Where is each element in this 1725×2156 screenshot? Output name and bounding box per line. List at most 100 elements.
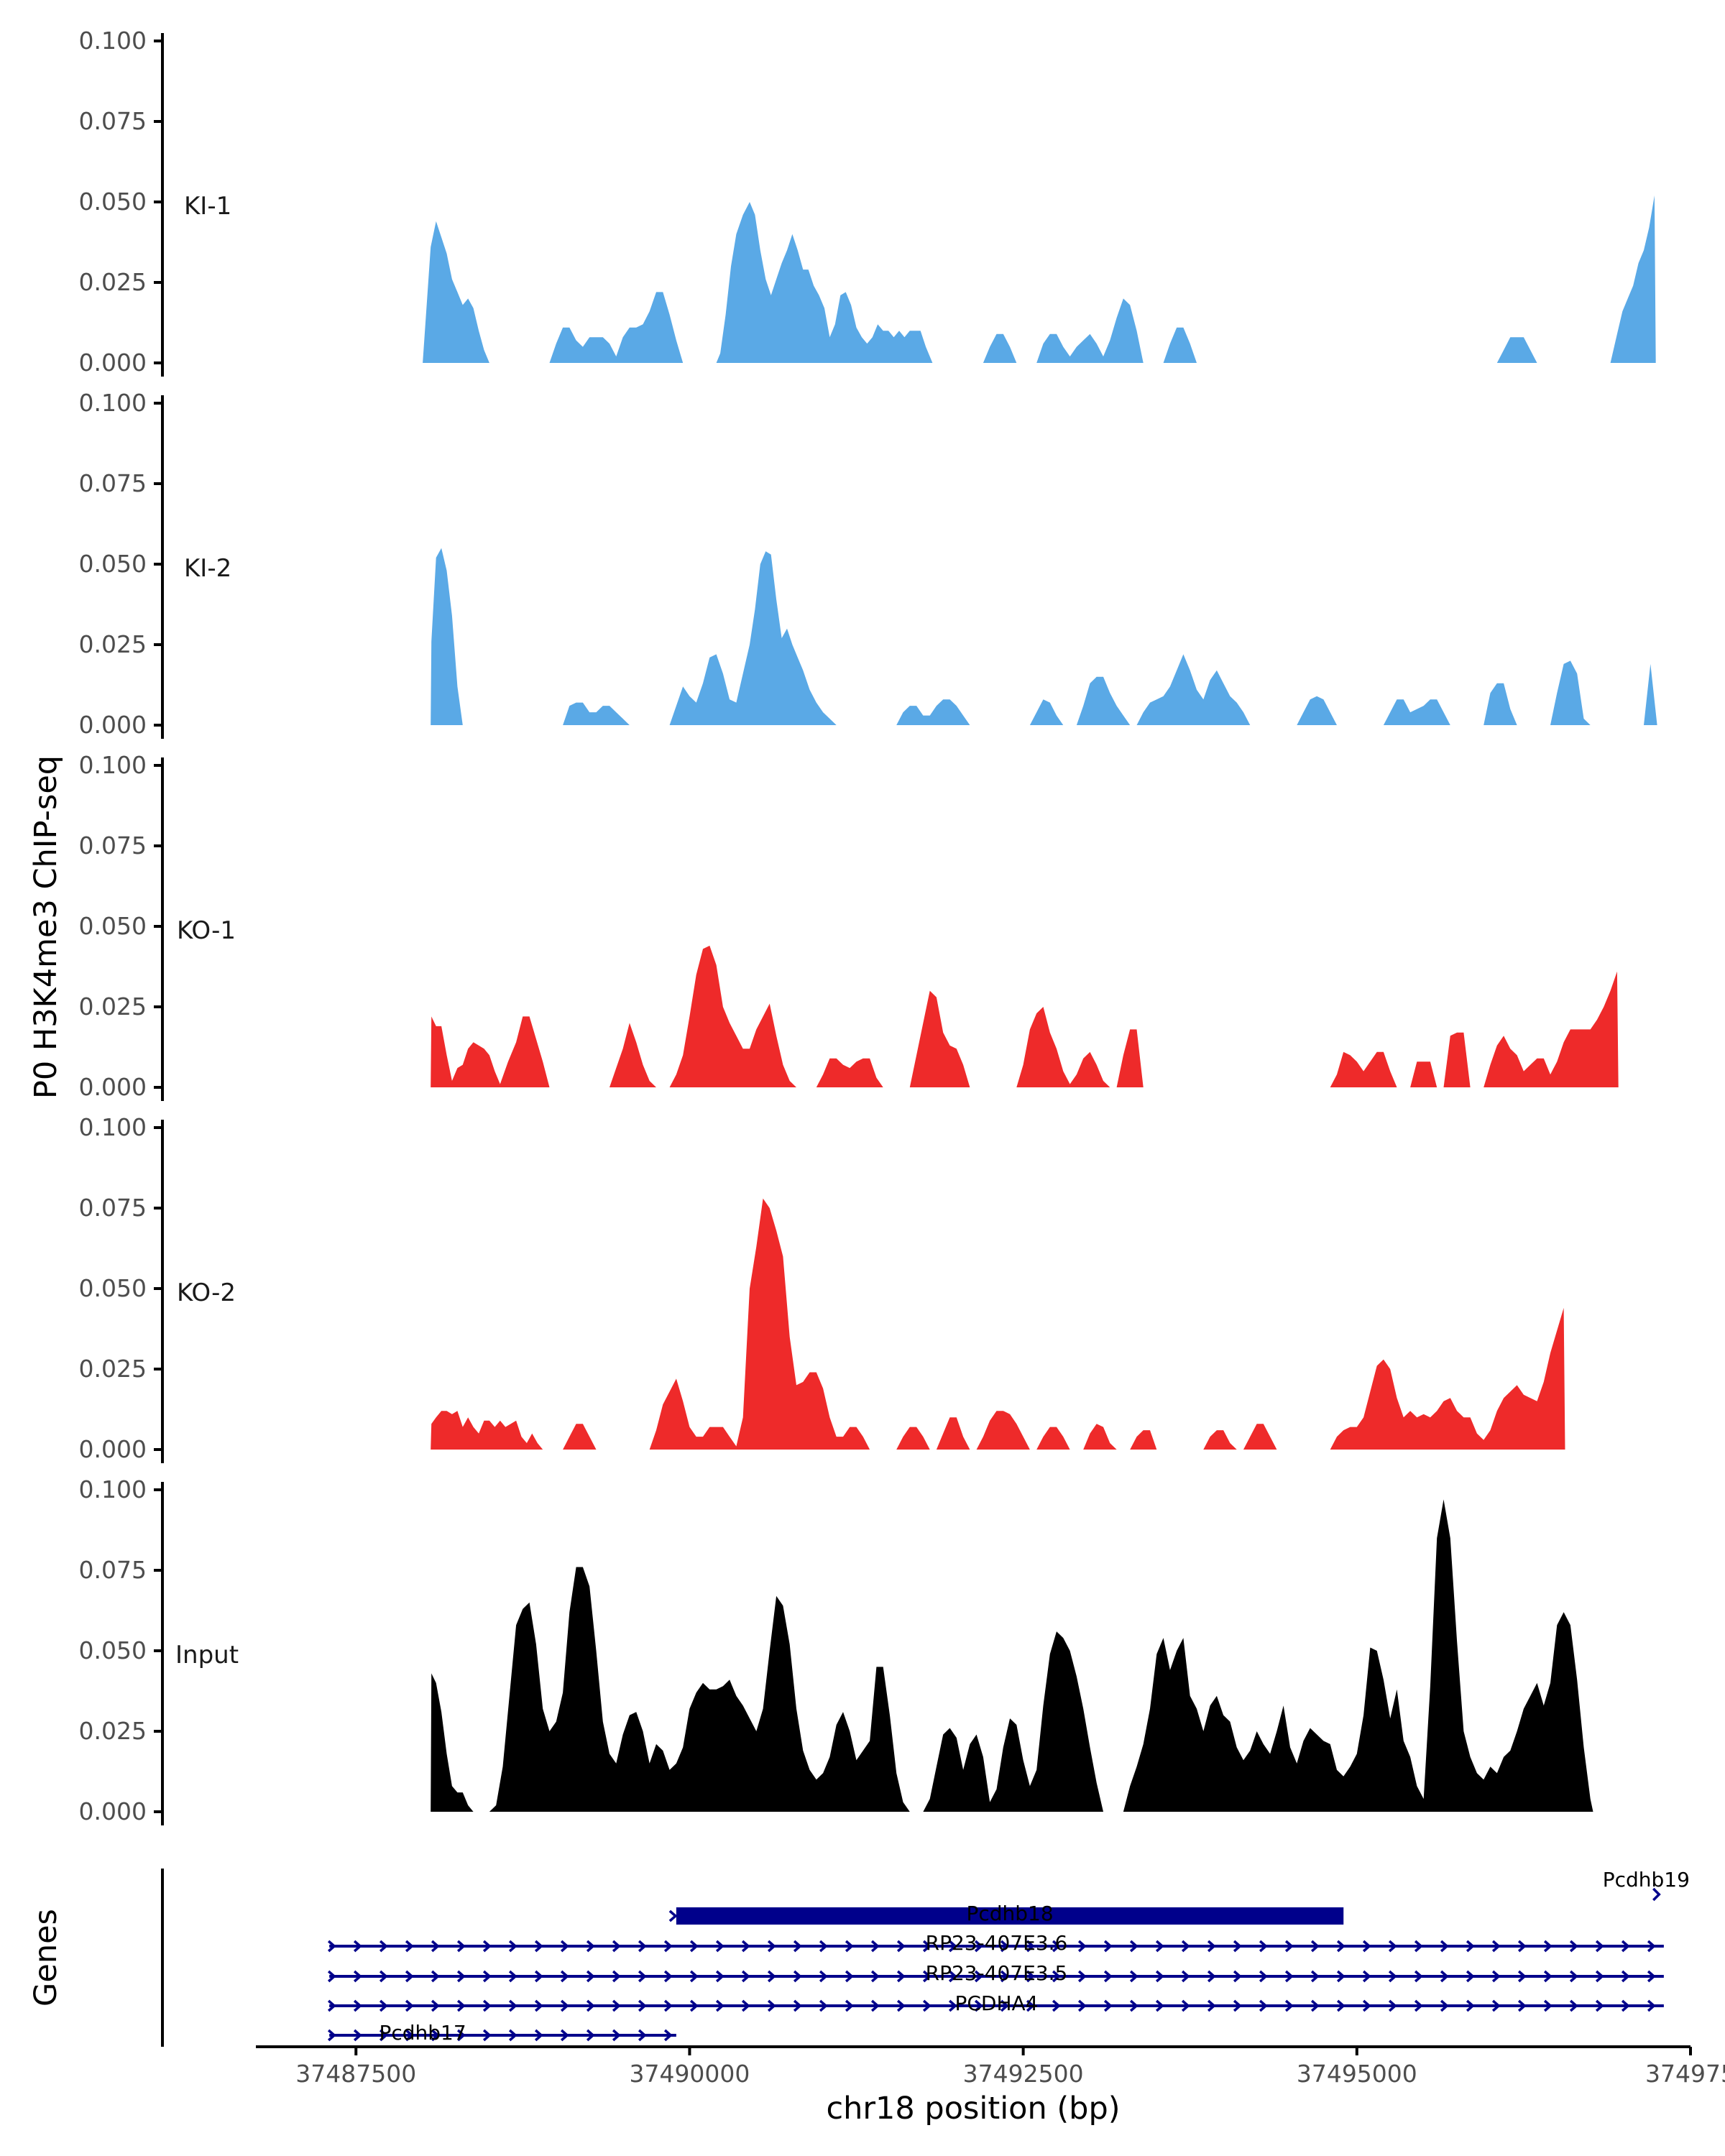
track-panel-ko-1: KO-1 0.000 0.025 0.050 0.075 0.100 [79,751,1619,1101]
strand-arrow [638,1940,647,1953]
strand-arrow [1388,1999,1397,2012]
strand-arrow [405,1970,414,1983]
signal-peak [1550,660,1591,725]
strand-arrow [431,1970,440,1983]
y-tick-label: 0.100 [79,1475,147,1503]
strand-arrow [1466,1970,1475,1983]
signal-peak [549,292,684,363]
strand-arrow [741,1940,750,1953]
strand-arrow [741,1970,750,1983]
y-tick-label: 0.075 [79,1556,147,1584]
strand-arrow [1621,1999,1630,2012]
strand-arrow [1543,1999,1552,2012]
gene-row: Pcdhb18 [668,1902,1344,1925]
strand-arrow [1052,1999,1061,2012]
strand-arrow [663,2029,673,2042]
strand-arrow [1362,1999,1371,2012]
x-tick-label: 37487500 [295,2060,416,2088]
y-tick-label: 0.000 [79,1435,147,1463]
strand-arrow [767,1999,776,2012]
gene-label: Pcdhb18 [966,1902,1053,1925]
signal-peak [431,1411,543,1450]
y-tick-label: 0.075 [79,831,147,860]
y-tick-label: 0.075 [79,1194,147,1222]
signal-peak [1330,1051,1397,1087]
strand-arrow [508,1999,518,2012]
gene-label: Pcdhb17 [379,2021,466,2045]
strand-arrow [1052,1940,1061,1953]
strand-arrow [327,1940,336,1953]
x-tick-label: 37495000 [1297,2060,1417,2088]
y-tick-label: 0.050 [79,912,147,940]
track-label: KI-2 [184,554,231,583]
signal-peak [1610,195,1656,363]
strand-arrow [1181,1999,1190,2012]
gene-row: RP23-407E3.6 [327,1931,1664,1955]
y-tick-label: 0.050 [79,550,147,578]
strand-arrow [456,1970,466,1983]
signal-peak [1029,699,1064,725]
strand-arrow [405,1940,414,1953]
signal-peak [1330,1307,1565,1450]
y-tick-label: 0.025 [79,1355,147,1383]
strand-arrow [1155,1999,1164,2012]
strand-arrow [1362,1940,1371,1953]
strand-arrow [379,1970,388,1983]
strand-arrow [767,1970,776,1983]
strand-arrow [793,1940,802,1953]
signal-peak [1484,971,1619,1087]
strand-arrow [1077,1970,1087,1983]
strand-arrow [327,1999,336,2012]
strand-arrow [741,1999,750,2012]
genes-title: Genes [28,1909,64,2007]
signal-peak [1243,1424,1277,1450]
strand-arrow [948,1970,957,1983]
gene-row: Pcdhb17 [327,2021,676,2045]
strand-arrow [974,1999,983,2012]
signal-areas [431,548,1657,725]
strand-arrow [1052,1970,1061,1983]
strand-arrow [715,1970,724,1983]
strand-arrow [793,1999,802,2012]
strand-arrow [560,1970,569,1983]
strand-arrow [612,1970,621,1983]
strand-arrow [1491,1940,1501,1953]
strand-arrow [1284,1999,1294,2012]
strand-arrow [560,2029,569,2042]
signal-peak [431,548,463,725]
strand-arrow [1440,1940,1449,1953]
strand-arrow [482,1940,492,1953]
strand-arrow [1129,1940,1138,1953]
strand-arrow [1595,1970,1604,1983]
strand-arrow [715,1940,724,1953]
signal-areas [431,1499,1593,1812]
signal-peak [669,945,796,1087]
strand-arrow [1259,1940,1268,1953]
strand-arrow [353,2029,362,2042]
y-tick-label: 0.050 [79,1274,147,1302]
strand-arrow [431,1999,440,2012]
strand-arrow [1129,1999,1138,2012]
strand-arrow [1284,1940,1294,1953]
strand-arrow [1466,1999,1475,2012]
strand-arrow [948,1999,957,2012]
y-tick-label: 0.000 [79,711,147,739]
strand-arrow [534,1999,543,2012]
x-ticks: 37487500 37490000 37492500 37495000 374975 [295,2047,1725,2088]
track-panel-ki-1: KI-1 0.000 0.025 0.050 0.075 0.100 [79,27,1656,377]
y-tick-label: 0.000 [79,1073,147,1101]
x-axis-title: chr18 position (bp) [826,2091,1120,2127]
strand-arrow [845,1940,854,1953]
y-tick-label: 0.100 [79,389,147,417]
strand-arrow [870,1940,880,1953]
strand-arrow [1543,1970,1552,1983]
gene-exon [676,1907,1344,1925]
strand-arrow [379,2029,388,2042]
strand-arrow [612,2029,621,2042]
strand-arrow [1440,1970,1449,1983]
strand-arrow [1388,1940,1397,1953]
x-tick-label: 37492500 [963,2060,1084,2088]
track-label: KO-1 [177,916,236,945]
y-tick-label: 0.025 [79,1717,147,1745]
strand-arrow [896,1970,906,1983]
